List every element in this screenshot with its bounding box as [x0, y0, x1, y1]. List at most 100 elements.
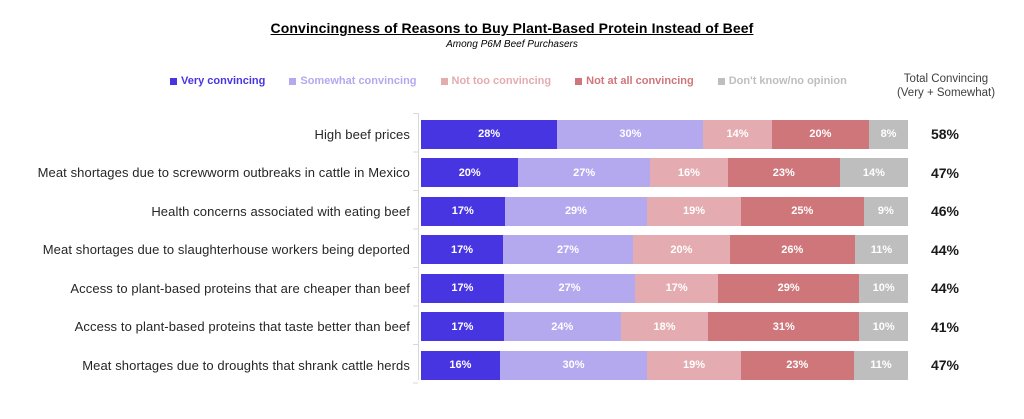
stacked-bar: 16% 30% 19% 23% 11%: [421, 350, 908, 380]
legend-item-somewhat-convincing: Somewhat convincing: [289, 75, 417, 87]
bar-segment-very-convincing: 17%: [421, 312, 504, 341]
segment-value-label: 23%: [786, 359, 809, 371]
bar-segment-don-t-know-no-opinion: 8%: [869, 119, 908, 149]
legend-swatch-not-at-all-convincing: [575, 77, 583, 85]
bar-segment-somewhat-convincing: 29%: [504, 196, 648, 226]
segment-value-label: 10%: [872, 282, 895, 294]
legend: Very convincing Somewhat convincing Not to…: [170, 72, 847, 87]
segment-value-label: 31%: [772, 320, 795, 333]
bar-segment-not-too-convincing: 14%: [703, 119, 772, 149]
bar-segment-don-t-know-no-opinion: 11%: [853, 350, 908, 380]
category-label: Access to plant-based proteins that are …: [70, 280, 410, 296]
segment-value-label: 29%: [564, 205, 587, 217]
segment-value-label: 29%: [777, 282, 800, 294]
chart-row: Meat shortages due to slaughterhouse wor…: [0, 230, 1024, 269]
legend-item-not-at-all-convincing: Not at all convincing: [575, 75, 694, 87]
segment-value-label: 17%: [450, 243, 473, 256]
bar-segment-not-too-convincing: 19%: [647, 196, 741, 226]
segment-value-label: 20%: [670, 243, 693, 256]
legend-swatch-somewhat-convincing: [289, 77, 297, 85]
chart-subtitle: Among P6M Beef Purchasers: [446, 39, 578, 50]
stacked-bar: 17% 27% 20% 26% 11%: [421, 235, 908, 264]
stacked-bar: 17% 27% 17% 29% 10%: [421, 273, 909, 303]
stacked-bar: 20% 27% 16% 23% 14%: [421, 158, 909, 187]
bar-segment-somewhat-convincing: 27%: [518, 158, 650, 187]
segment-value-label: 17%: [451, 320, 474, 333]
segment-value-label: 28%: [478, 128, 501, 140]
segment-value-label: 10%: [872, 320, 895, 333]
segment-value-label: 19%: [683, 359, 706, 371]
segment-value-label: 17%: [665, 282, 688, 294]
category-label: Meat shortages due to screwworm outbreak…: [37, 165, 410, 180]
segment-value-label: 16%: [677, 166, 700, 179]
chart-row: High beef prices 28% 30% 14% 20% 8% 58%: [0, 115, 1024, 154]
bar-segment-not-too-convincing: 20%: [633, 235, 730, 264]
legend-label: Not too convincing: [451, 75, 552, 87]
segment-value-label: 30%: [562, 359, 585, 371]
segment-value-label: 27%: [558, 282, 581, 294]
bar-segment-don-t-know-no-opinion: 14%: [839, 158, 909, 187]
category-label: Meat shortages due to droughts that shra…: [82, 357, 410, 373]
segment-value-label: 27%: [573, 166, 596, 179]
segment-value-label: 25%: [791, 205, 814, 217]
segment-value-label: 26%: [781, 243, 804, 256]
bar-segment-don-t-know-no-opinion: 11%: [854, 235, 908, 264]
bar-segment-somewhat-convincing: 24%: [503, 312, 621, 341]
bar-segment-somewhat-convincing: 27%: [502, 235, 634, 264]
total-convincing-header-line2: (Very + Somewhat): [896, 87, 996, 100]
chart-row: Access to plant-based proteins that are …: [0, 269, 1024, 308]
total-convincing-value: 47%: [930, 357, 960, 373]
segment-value-label: 24%: [551, 320, 574, 333]
bar-segment-not-too-convincing: 19%: [647, 350, 741, 380]
total-convincing-value: 46%: [930, 203, 960, 219]
legend-item-very-convincing: Very convincing: [170, 75, 265, 87]
legend-label: Very convincing: [181, 75, 266, 87]
bar-segment-not-at-all-convincing: 23%: [727, 158, 840, 187]
stacked-bar: 17% 24% 18% 31% 10%: [421, 312, 908, 341]
legend-label: Not at all convincing: [586, 75, 694, 87]
segment-value-label: 11%: [870, 243, 893, 256]
segment-value-label: 19%: [683, 205, 706, 217]
segment-value-label: 14%: [862, 166, 885, 179]
segment-value-label: 17%: [451, 205, 474, 217]
category-label: Meat shortages due to slaughterhouse wor…: [42, 242, 410, 257]
bar-segment-not-at-all-convincing: 29%: [718, 273, 860, 303]
segment-value-label: 23%: [772, 166, 795, 179]
legend-swatch-very-convincing: [170, 77, 177, 85]
bar-segment-somewhat-convincing: 30%: [557, 119, 704, 149]
segment-value-label: 17%: [451, 282, 474, 294]
legend-item-don-t-know-no-opinion: Don't know/no opinion: [717, 75, 847, 87]
segment-value-label: 8%: [880, 128, 897, 140]
bar-segment-somewhat-convincing: 27%: [503, 273, 636, 303]
bar-segment-not-at-all-convincing: 31%: [708, 312, 860, 341]
bar-segment-very-convincing: 20%: [421, 158, 519, 187]
bar-segment-not-too-convincing: 18%: [620, 312, 709, 341]
y-axis-ticks: [413, 112, 418, 385]
bar-segment-don-t-know-no-opinion: 10%: [859, 312, 908, 341]
bar-segment-very-convincing: 17%: [421, 273, 504, 303]
bar-segment-very-convincing: 16%: [421, 350, 500, 380]
segment-value-label: 16%: [449, 359, 472, 371]
total-convincing-header: Total Convincing (Very + Somewhat): [882, 72, 1010, 101]
y-axis-line: [418, 112, 419, 381]
bar-segment-don-t-know-no-opinion: 10%: [859, 273, 909, 303]
total-convincing-value: 58%: [930, 126, 960, 142]
bar-segment-somewhat-convincing: 30%: [499, 350, 648, 380]
chart-header: Convincingness of Reasons to Buy Plant-B…: [0, 0, 1024, 50]
category-label: Health concerns associated with eating b…: [151, 203, 410, 219]
category-label: High beef prices: [314, 126, 410, 142]
legend-swatch-not-too-convincing: [440, 77, 448, 85]
bar-segment-not-at-all-convincing: 23%: [740, 350, 854, 380]
segment-value-label: 20%: [809, 128, 832, 140]
segment-value-label: 18%: [653, 320, 676, 333]
legend-label: Somewhat convincing: [300, 75, 417, 87]
total-convincing-value: 41%: [930, 318, 960, 335]
legend-swatch-don-t-know-no-opinion: [717, 77, 725, 85]
bar-segment-not-at-all-convincing: 20%: [771, 119, 870, 149]
bar-segment-very-convincing: 28%: [421, 119, 558, 149]
bar-segment-very-convincing: 17%: [421, 235, 503, 264]
bar-segment-very-convincing: 17%: [421, 196, 505, 226]
total-convincing-header-line1: Total Convincing: [903, 73, 989, 85]
segment-value-label: 14%: [726, 128, 749, 140]
